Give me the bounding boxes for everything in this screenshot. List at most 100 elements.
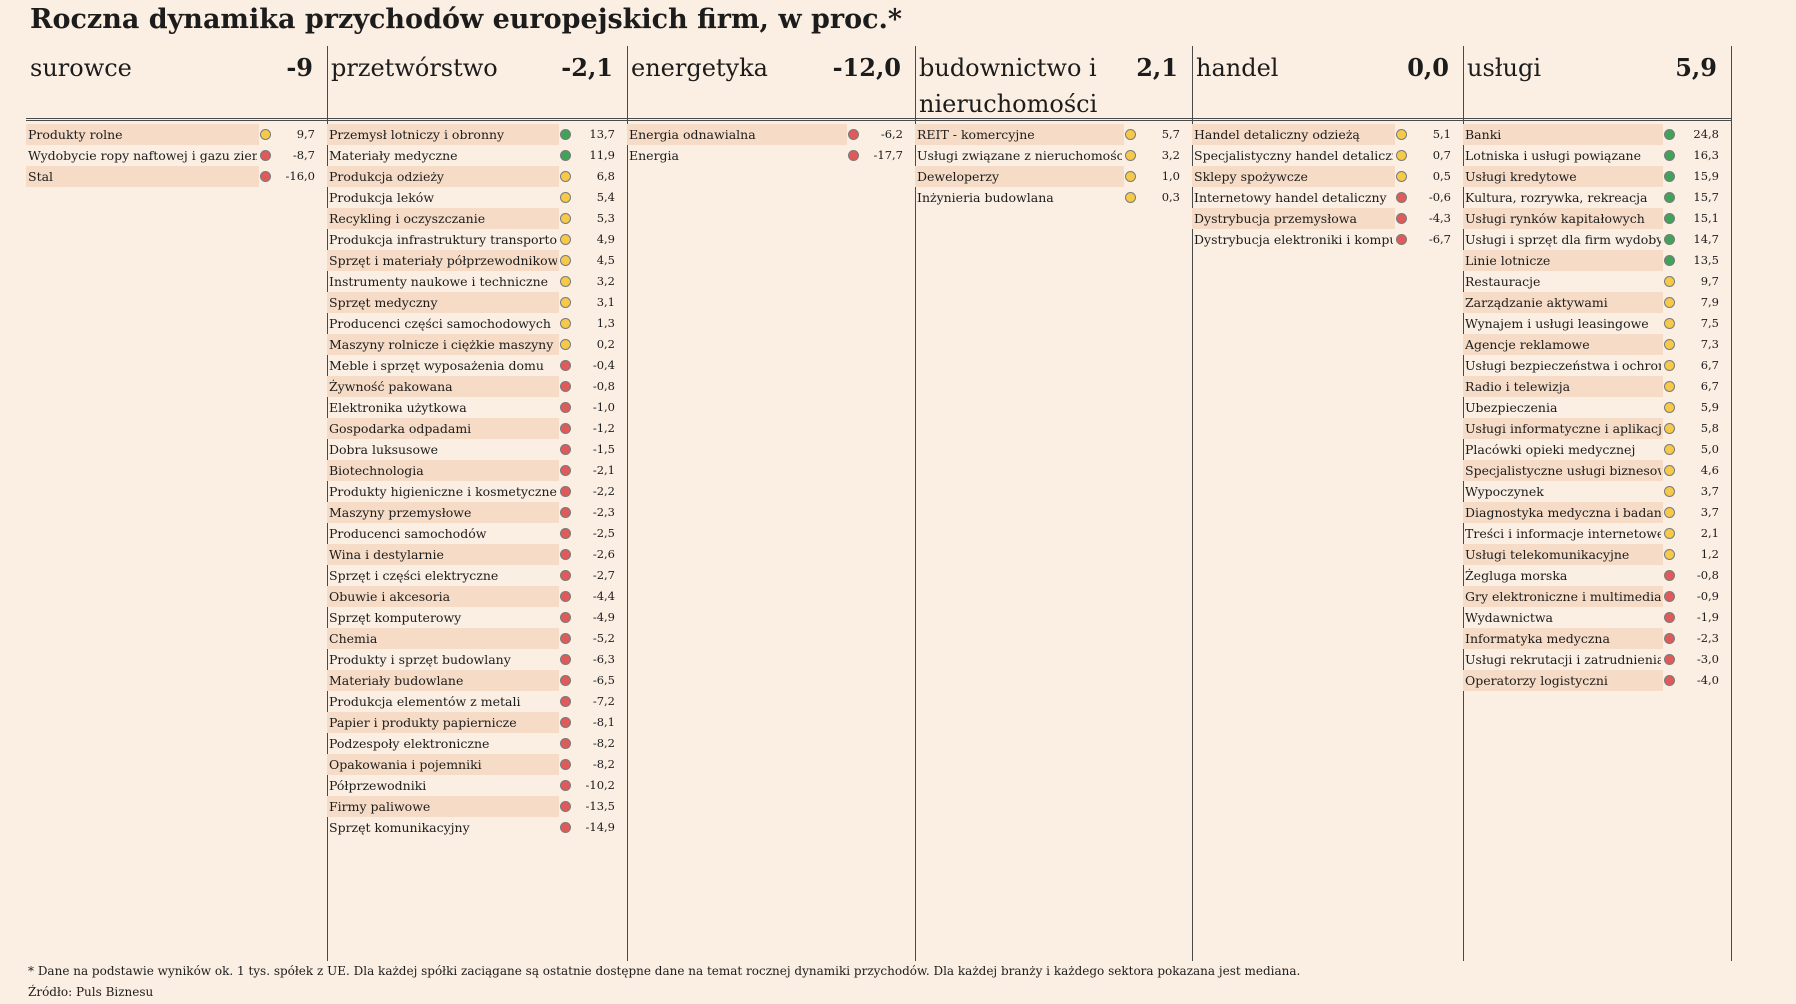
industry-label: Lotniska i usługi powiązane — [1465, 148, 1641, 163]
industry-value: 16,3 — [1693, 148, 1719, 162]
industry-value: 13,7 — [589, 127, 615, 141]
industry-row: Diagnostyka medyczna i badania 3,7 — [1463, 502, 1731, 523]
industry-row: Firmy paliwowe -13,5 — [327, 796, 627, 817]
industry-value: -1,0 — [592, 400, 615, 414]
industry-row: Produkty higieniczne i kosmetyczne -2,2 — [327, 481, 627, 502]
industry-list: REIT - komercyjne 5,7 Usługi związane z ni… — [915, 124, 1192, 208]
industry-row: Handel detaliczny odzieżą 5,1 — [1192, 124, 1463, 145]
industry-value: -2,7 — [592, 568, 615, 582]
industry-value: 15,9 — [1693, 169, 1719, 183]
industry-label: Podzespoły elektroniczne — [329, 736, 490, 751]
industry-row: Treści i informacje internetowe 2,1 — [1463, 523, 1731, 544]
sector-column: surowce -9 Produkty rolne 9,7 Wydobycie ropy… — [26, 46, 328, 961]
industry-label: Sprzęt i materiały półprzewodnikowe — [329, 253, 557, 268]
status-red-dot-icon — [560, 822, 571, 833]
status-yellow-dot-icon — [1664, 276, 1675, 287]
row-shade — [1192, 208, 1395, 229]
row-shade — [327, 376, 559, 397]
industry-label: Inżynieria budowlana — [917, 190, 1054, 205]
status-red-dot-icon — [560, 633, 571, 644]
industry-row: Specjalistyczny handel detaliczny 0,7 — [1192, 145, 1463, 166]
industry-row: Produkcja infrastruktury transportowej 4,… — [327, 229, 627, 250]
status-red-dot-icon — [560, 801, 571, 812]
sector-median: -9 — [286, 53, 313, 82]
row-shade — [327, 334, 559, 355]
status-green-dot-icon — [1664, 255, 1675, 266]
chart-title: Roczna dynamika przychodów europejskich … — [30, 4, 903, 35]
industry-row: Sprzęt medyczny 3,1 — [327, 292, 627, 313]
industry-value: -6,2 — [880, 127, 903, 141]
status-red-dot-icon — [1396, 192, 1407, 203]
industry-label: Radio i telewizja — [1465, 379, 1571, 394]
status-yellow-dot-icon — [1125, 171, 1136, 182]
status-yellow-dot-icon — [260, 129, 271, 140]
industry-row: Papier i produkty papiernicze -8,1 — [327, 712, 627, 733]
status-yellow-dot-icon — [1664, 318, 1675, 329]
industry-row: Produkcja leków 5,4 — [327, 187, 627, 208]
industry-label: Usługi bezpieczeństwa i ochrony — [1465, 358, 1661, 373]
sector-column: energetyka -12,0 Energia odnawialna -6,2 Ene… — [627, 46, 916, 961]
row-shade — [1463, 670, 1663, 691]
industry-row: Agencje reklamowe 7,3 — [1463, 334, 1731, 355]
row-shade — [327, 628, 559, 649]
industry-label: Produkty higieniczne i kosmetyczne — [329, 484, 557, 499]
industry-row: Wina i destylarnie -2,6 — [327, 544, 627, 565]
industry-row: Dystrybucja przemysłowa -4,3 — [1192, 208, 1463, 229]
status-yellow-dot-icon — [1664, 297, 1675, 308]
industry-value: -2,2 — [592, 484, 615, 498]
industry-value: 4,5 — [596, 253, 615, 267]
industry-row: Energia -17,7 — [627, 145, 915, 166]
industry-value: 11,9 — [589, 148, 615, 162]
row-shade — [1463, 124, 1663, 145]
industry-value: 5,0 — [1700, 442, 1719, 456]
industry-label: Specjalistyczne usługi biznesowe — [1465, 463, 1661, 478]
industry-row: Dobra luksusowe -1,5 — [327, 439, 627, 460]
industry-label: Wina i destylarnie — [329, 547, 444, 562]
status-green-dot-icon — [1664, 150, 1675, 161]
row-shade — [1463, 460, 1663, 481]
row-shade — [1463, 628, 1663, 649]
status-red-dot-icon — [560, 654, 571, 665]
industry-value: 2,1 — [1700, 526, 1719, 540]
industry-label: REIT - komercyjne — [917, 127, 1035, 142]
row-shade — [1463, 208, 1663, 229]
industry-list: Energia odnawialna -6,2 Energia -17,7 — [627, 124, 915, 166]
industry-row: Produkty rolne 9,7 — [26, 124, 327, 145]
row-shade — [915, 166, 1124, 187]
status-yellow-dot-icon — [560, 255, 571, 266]
row-shade — [327, 418, 559, 439]
row-shade — [327, 250, 559, 271]
status-yellow-dot-icon — [560, 276, 571, 287]
footnote: * Dane na podstawie wyników ok. 1 tys. s… — [28, 964, 1301, 978]
status-red-dot-icon — [560, 675, 571, 686]
industry-row: Wydawnictwa -1,9 — [1463, 607, 1731, 628]
industry-label: Produkcja elementów z metali — [329, 694, 521, 709]
industry-row: Instrumenty naukowe i techniczne 3,2 — [327, 271, 627, 292]
industry-label: Maszyny przemysłowe — [329, 505, 472, 520]
industry-value: 5,7 — [1161, 127, 1180, 141]
industry-value: -0,9 — [1696, 589, 1719, 603]
industry-value: 1,2 — [1700, 547, 1719, 561]
industry-label: Operatorzy logistyczni — [1465, 673, 1608, 688]
industry-label: Informatyka medyczna — [1465, 631, 1610, 646]
sector-header: handel 0,0 — [1192, 46, 1463, 121]
industry-row: Produkty i sprzęt budowlany -6,3 — [327, 649, 627, 670]
industry-value: 0,5 — [1432, 169, 1451, 183]
industry-value: -10,2 — [585, 778, 616, 792]
industry-row: Wynajem i usługi leasingowe 7,5 — [1463, 313, 1731, 334]
industry-label: Dystrybucja elektroniki i komputerów — [1194, 232, 1393, 247]
sector-name: budownictwo i nieruchomości — [919, 54, 1098, 118]
industry-value: 14,7 — [1693, 232, 1719, 246]
status-yellow-dot-icon — [1664, 402, 1675, 413]
sector-name: handel — [1196, 54, 1279, 82]
status-green-dot-icon — [1664, 171, 1675, 182]
industry-label: Usługi telekomunikacyjne — [1465, 547, 1630, 562]
status-yellow-dot-icon — [560, 297, 571, 308]
industry-row: Materiały medyczne 11,9 — [327, 145, 627, 166]
industry-list: Banki 24,8 Lotniska i usługi powiązane 16,3… — [1463, 124, 1731, 691]
industry-list: Handel detaliczny odzieżą 5,1 Specjalistyc… — [1192, 124, 1463, 250]
industry-value: 13,5 — [1693, 253, 1719, 267]
industry-value: -8,2 — [592, 736, 615, 750]
sector-column: przetwórstwo -2,1 Przemysł lotniczy i obro… — [327, 46, 628, 961]
row-shade — [1463, 292, 1663, 313]
